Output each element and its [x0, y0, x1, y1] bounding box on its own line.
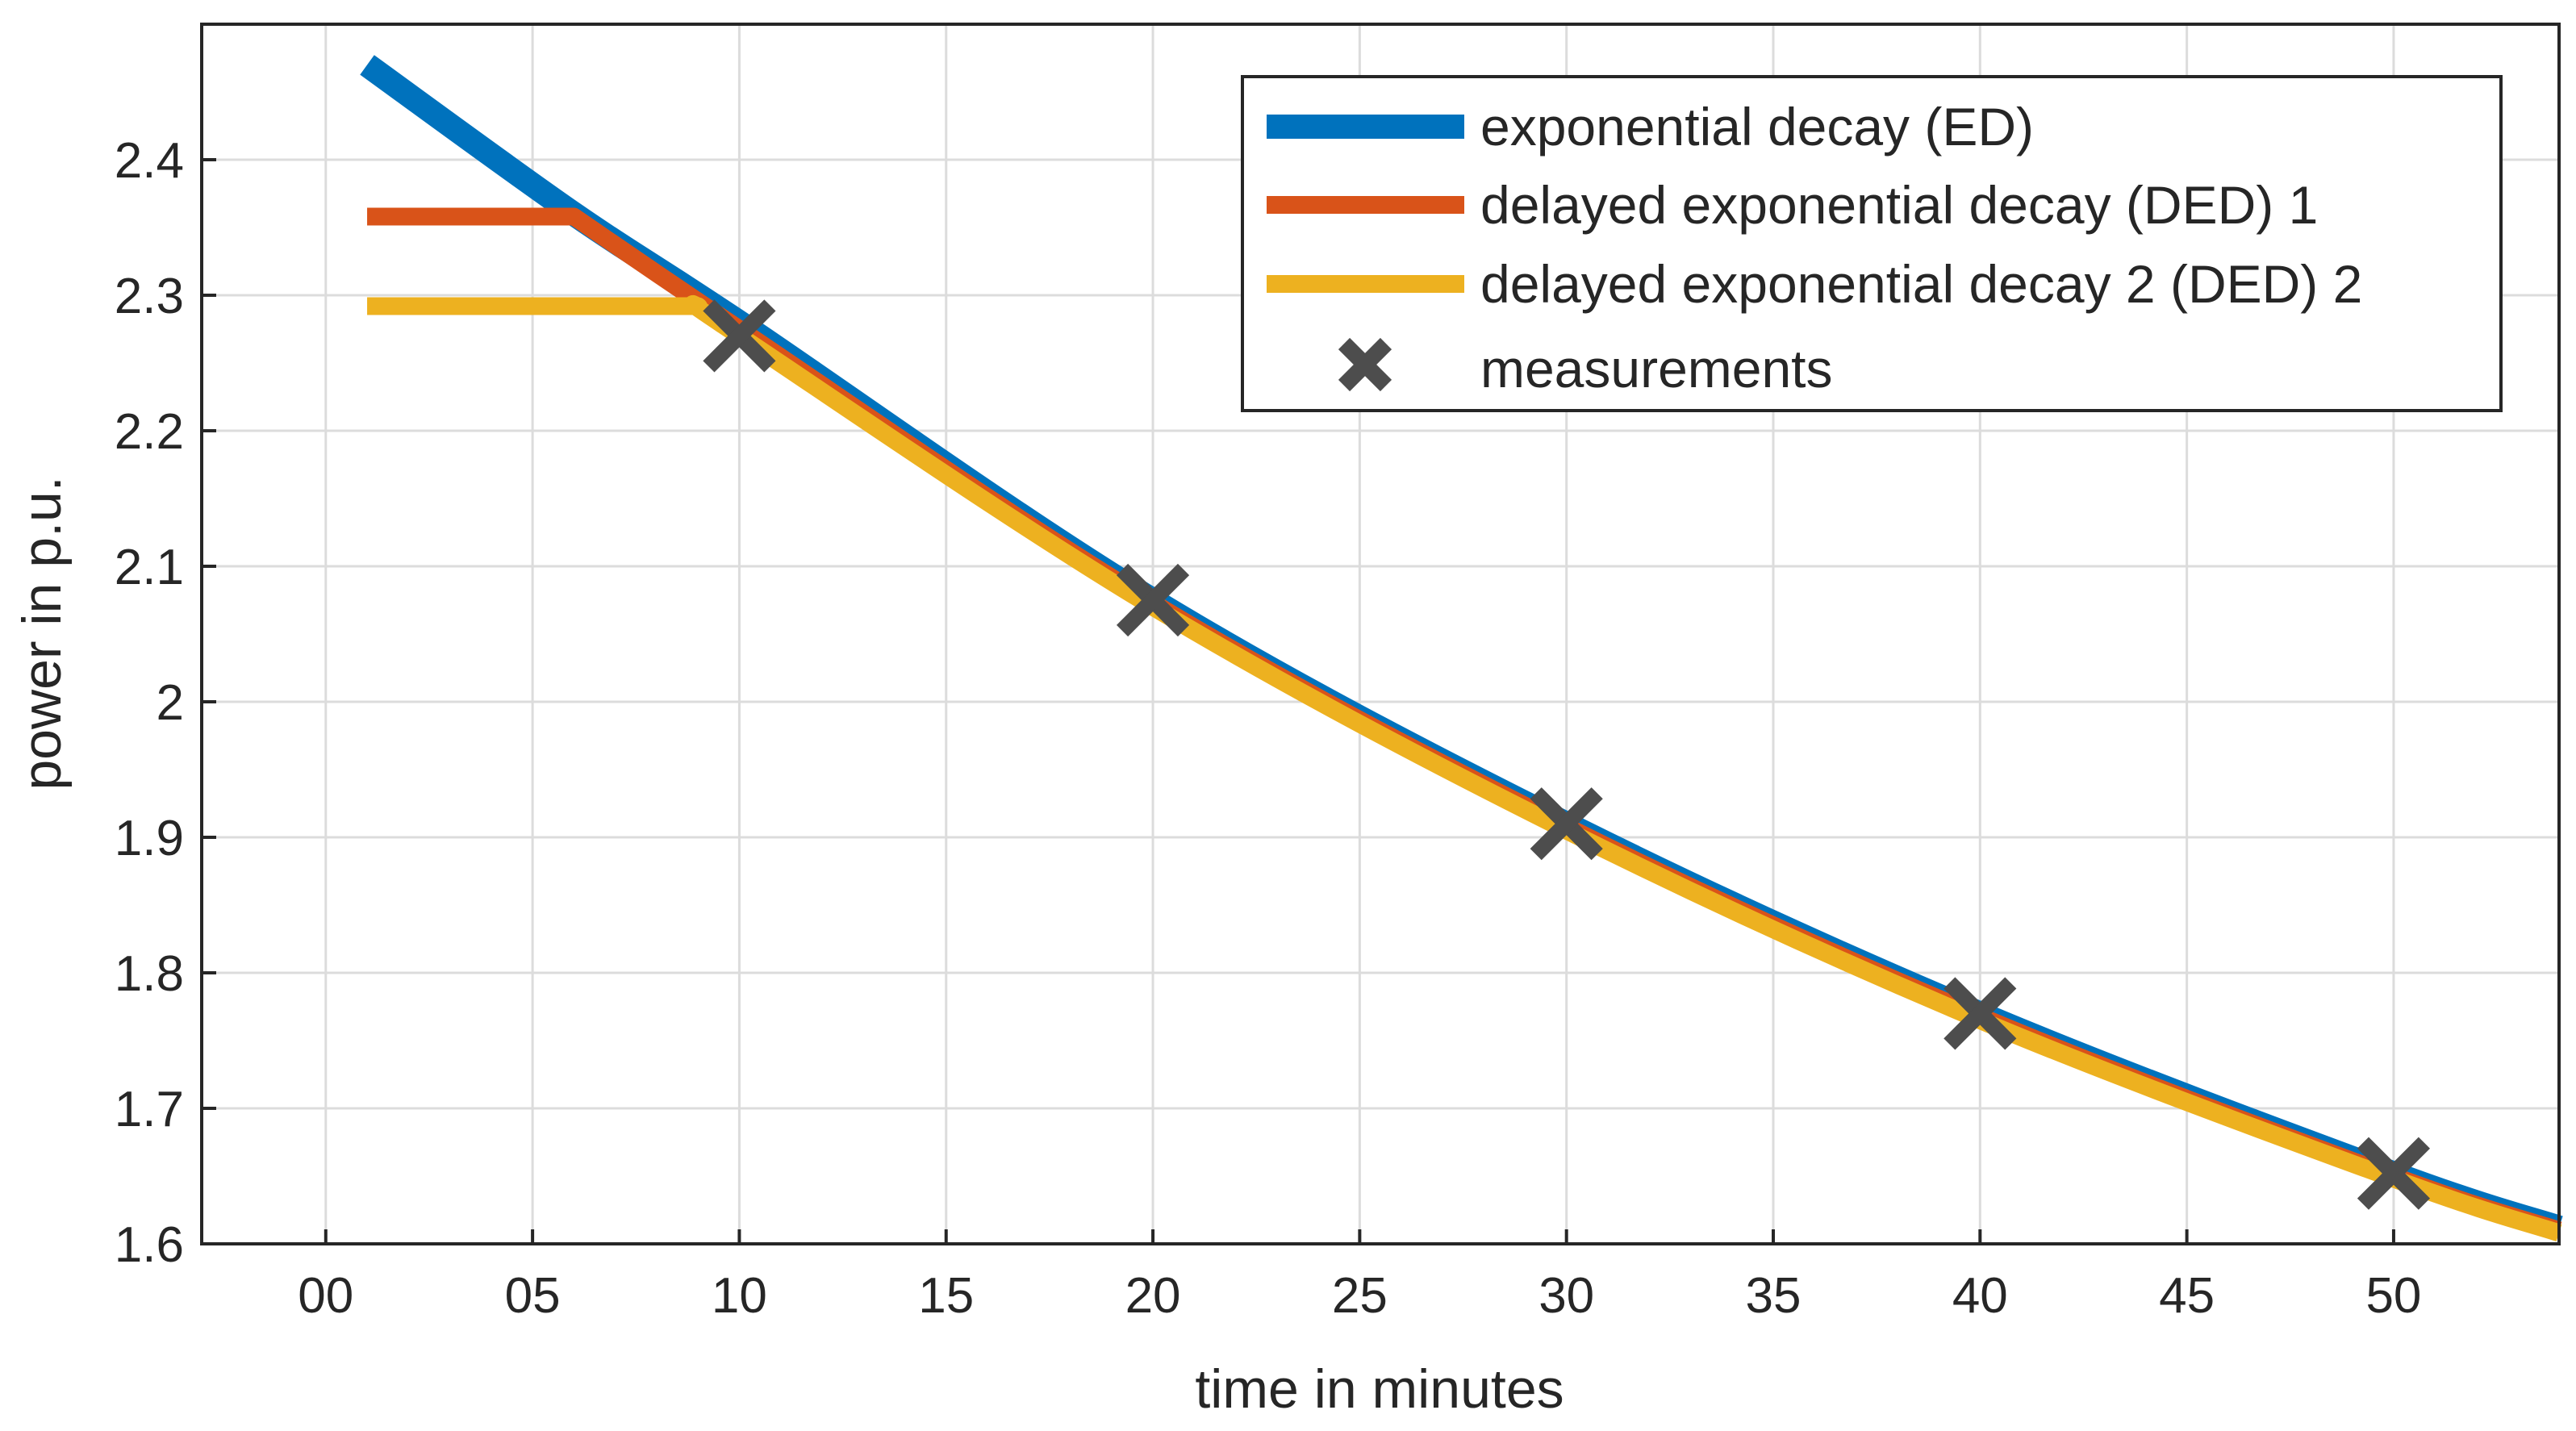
- x-tick-label: 10: [712, 1268, 767, 1324]
- axis-ticks: 00 05 10 15 20 25 30 35 40 45 50 1.6 1.7 1.8 1.9 2 2.1 2.…: [115, 133, 2422, 1324]
- measurement-point: [1116, 563, 1190, 637]
- y-tick-label: 2: [157, 675, 184, 731]
- legend-marker-measurements: [1338, 337, 1392, 392]
- x-tick-label: 20: [1125, 1268, 1181, 1324]
- y-tick-label: 1.6: [115, 1217, 184, 1273]
- marker-stroke: [1116, 563, 1190, 637]
- y-tick-label: 2.3: [115, 269, 184, 324]
- marker-stroke: [1338, 337, 1392, 392]
- y-axis-label: power in p.u.: [11, 476, 73, 790]
- y-tick-label: 1.9: [115, 811, 184, 866]
- x-tick-label: 25: [1332, 1268, 1388, 1324]
- marker-stroke: [1530, 787, 1603, 861]
- x-tick-label: 50: [2365, 1268, 2421, 1324]
- marker-stroke: [1943, 977, 2017, 1050]
- x-tick-label: 00: [298, 1268, 353, 1324]
- x-tick-label: 30: [1539, 1268, 1594, 1324]
- measurement-point: [2357, 1137, 2431, 1210]
- measurement-markers: [703, 299, 2431, 1210]
- measurement-point: [1530, 787, 1603, 861]
- x-tick-label: 45: [2159, 1268, 2215, 1324]
- legend-label-ded2: delayed exponential decay 2 (DED) 2: [1480, 254, 2362, 314]
- x-tick-label: 35: [1746, 1268, 1802, 1324]
- legend-label-ed: exponential decay (ED): [1480, 97, 2034, 156]
- legend-label-ded1: delayed exponential decay (DED) 1: [1480, 175, 2318, 235]
- x-tick-label: 40: [1952, 1268, 2008, 1324]
- plot-area-frame: [200, 23, 2561, 1245]
- legend-x-marker: [1338, 337, 1392, 392]
- y-tick-label: 2.2: [115, 404, 184, 460]
- legend-label-measurements: measurements: [1480, 339, 1833, 398]
- marker-stroke: [2357, 1137, 2431, 1210]
- x-tick-label: 05: [505, 1268, 561, 1324]
- measurement-point: [1943, 977, 2017, 1050]
- y-tick-label: 2.1: [115, 540, 184, 595]
- y-tick-label: 1.8: [115, 946, 184, 1002]
- y-tick-label: 2.4: [115, 133, 184, 189]
- x-tick-label: 15: [918, 1268, 974, 1324]
- x-axis-label: time in minutes: [1195, 1358, 1564, 1420]
- marker-stroke: [703, 299, 776, 373]
- measurement-point: [703, 299, 776, 373]
- legend: exponential decay (ED) delayed exponenti…: [1241, 75, 2503, 412]
- y-tick-label: 1.7: [115, 1082, 184, 1137]
